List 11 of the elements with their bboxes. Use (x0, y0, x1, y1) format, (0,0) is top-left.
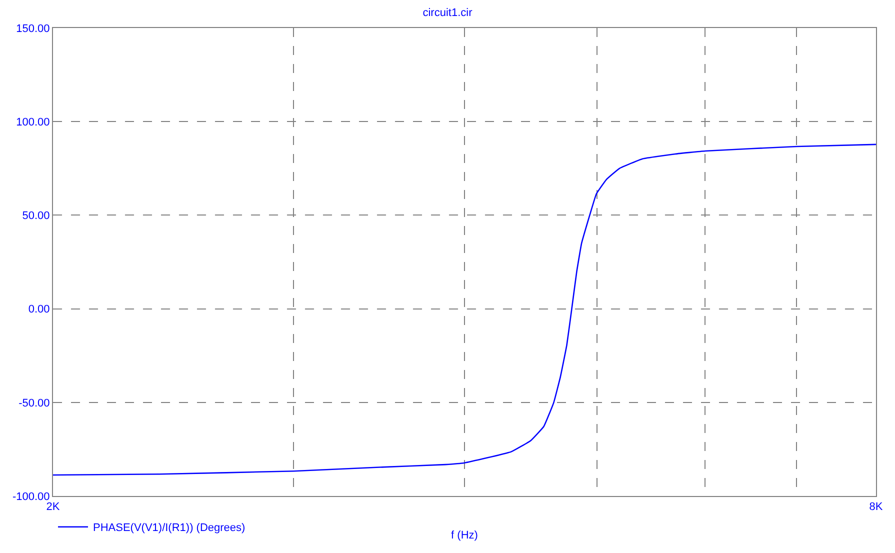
x-tick-label: 8K (869, 501, 884, 514)
x-tick-label: 2K (46, 501, 60, 514)
legend-label: PHASE(V(V1)/I(R1)) (Degrees) (93, 522, 246, 534)
x-axis-title: f (Hz) (451, 529, 478, 542)
y-tick-label: -100.00 (12, 490, 50, 503)
y-tick-label: 150.00 (16, 22, 50, 35)
y-tick-label: 100.00 (16, 116, 50, 128)
y-tick-label: -50.00 (18, 397, 50, 410)
chart-title: circuit1.cir (422, 6, 473, 19)
y-tick-label: 0.00 (28, 304, 50, 316)
y-tick-label: 50.00 (22, 210, 50, 222)
